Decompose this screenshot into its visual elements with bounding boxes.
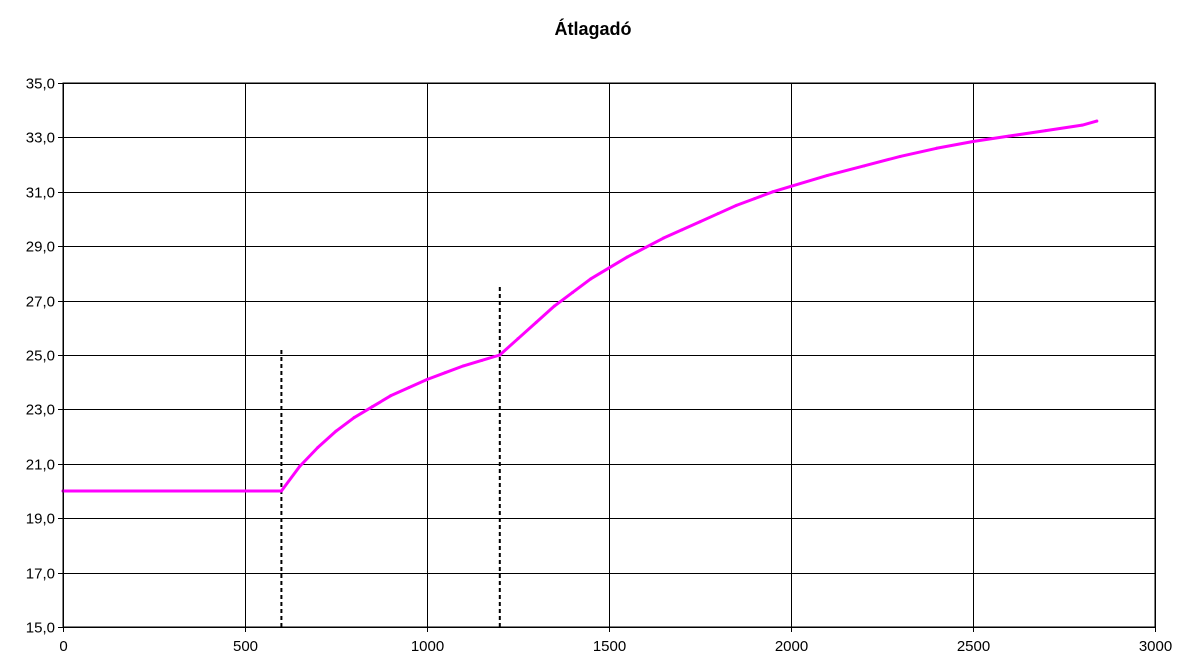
data-point <box>279 489 283 493</box>
data-point <box>825 173 829 177</box>
data-point <box>625 255 629 259</box>
data-point <box>534 320 538 324</box>
data-point <box>571 290 575 294</box>
y-tick-label: 19,0 <box>26 511 55 528</box>
data-point <box>771 190 775 194</box>
x-tick-label: 2500 <box>957 638 990 655</box>
data-point <box>1095 119 1099 123</box>
data-point <box>716 212 720 216</box>
data-point <box>680 228 684 232</box>
x-axis-tick-labels: 0 500 1000 1500 2000 2500 3000 <box>59 627 1172 655</box>
data-point <box>1044 129 1048 133</box>
data-point <box>370 405 374 409</box>
y-axis-tick-labels: 15,0 17,0 19,0 21,0 23,0 25,0 27,0 29,0 31,0 33,0… <box>26 76 63 637</box>
data-point <box>425 377 429 381</box>
y-tick-label: 25,0 <box>26 348 55 365</box>
data-point <box>298 465 302 469</box>
data-point <box>1007 134 1011 138</box>
y-tick-label: 27,0 <box>26 294 55 311</box>
y-tick-label: 33,0 <box>26 130 55 147</box>
chart-title: Átlagadó <box>554 18 631 39</box>
data-point <box>734 203 738 207</box>
data-point <box>753 197 757 201</box>
y-tick-label: 15,0 <box>26 620 55 637</box>
series-line <box>61 119 1099 493</box>
data-point <box>498 353 502 357</box>
x-tick-label: 2000 <box>775 638 808 655</box>
y-tick-label: 29,0 <box>26 239 55 256</box>
y-tick-label: 31,0 <box>26 185 55 202</box>
data-point <box>334 429 338 433</box>
y-tick-label: 17,0 <box>26 566 55 583</box>
data-point <box>1080 123 1084 127</box>
annotation-lines <box>280 284 501 627</box>
data-point <box>389 394 393 398</box>
y-tick-label: 35,0 <box>26 76 55 93</box>
data-point <box>698 220 702 224</box>
data-point <box>407 386 411 390</box>
data-point <box>898 154 902 158</box>
data-point <box>516 337 520 341</box>
x-tick-label: 500 <box>233 638 258 655</box>
x-tick-label: 0 <box>59 638 67 655</box>
data-point <box>316 445 320 449</box>
data-point <box>352 416 356 420</box>
data-point <box>935 146 939 150</box>
data-point <box>789 184 793 188</box>
x-tick-label: 3000 <box>1139 638 1172 655</box>
data-point <box>461 364 465 368</box>
data-point <box>443 371 447 375</box>
data-point <box>607 266 611 270</box>
data-point <box>862 164 866 168</box>
grid-lines <box>63 83 1156 628</box>
data-point <box>662 236 666 240</box>
data-point <box>480 358 484 362</box>
data-point <box>589 277 593 281</box>
data-point <box>552 304 556 308</box>
x-tick-label: 1000 <box>411 638 444 655</box>
x-tick-label: 1500 <box>593 638 626 655</box>
y-tick-label: 21,0 <box>26 457 55 474</box>
series-layer <box>61 119 1099 493</box>
data-point <box>971 139 975 143</box>
data-point <box>643 246 647 250</box>
y-tick-label: 23,0 <box>26 402 55 419</box>
